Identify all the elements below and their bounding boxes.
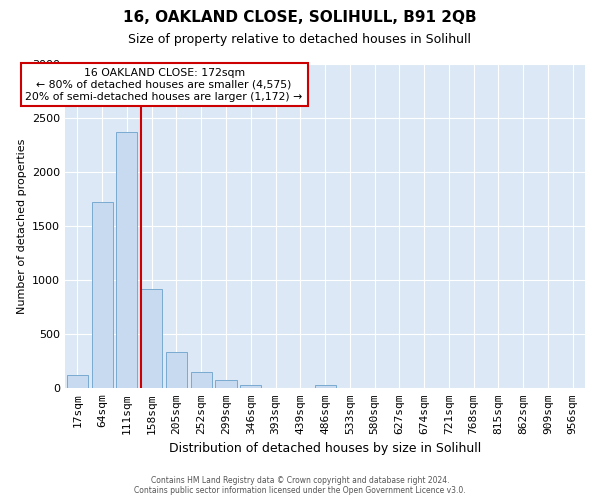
Bar <box>116 132 137 388</box>
Bar <box>141 289 162 388</box>
Bar <box>166 352 187 389</box>
Text: Size of property relative to detached houses in Solihull: Size of property relative to detached ho… <box>128 32 472 46</box>
Text: 16, OAKLAND CLOSE, SOLIHULL, B91 2QB: 16, OAKLAND CLOSE, SOLIHULL, B91 2QB <box>123 10 477 25</box>
Bar <box>240 385 261 388</box>
Bar <box>215 380 236 388</box>
Bar <box>191 372 212 388</box>
Text: 16 OAKLAND CLOSE: 172sqm
← 80% of detached houses are smaller (4,575)
20% of sem: 16 OAKLAND CLOSE: 172sqm ← 80% of detach… <box>25 68 303 102</box>
Bar <box>314 385 335 388</box>
X-axis label: Distribution of detached houses by size in Solihull: Distribution of detached houses by size … <box>169 442 481 455</box>
Bar <box>67 376 88 388</box>
Y-axis label: Number of detached properties: Number of detached properties <box>17 138 26 314</box>
Text: Contains HM Land Registry data © Crown copyright and database right 2024.
Contai: Contains HM Land Registry data © Crown c… <box>134 476 466 495</box>
Bar <box>92 202 113 388</box>
